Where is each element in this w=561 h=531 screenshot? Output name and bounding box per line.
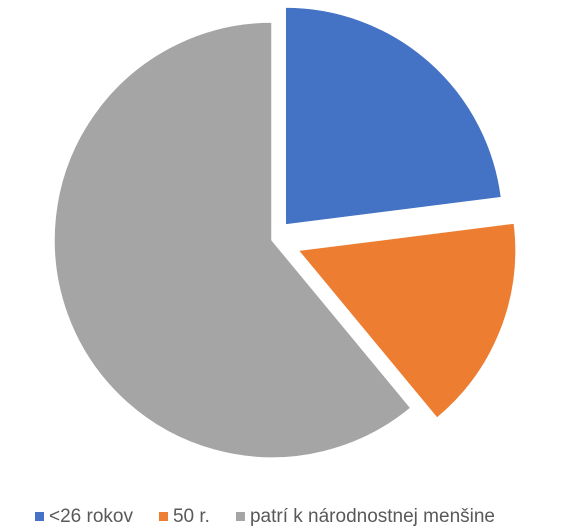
- legend-label-26-rokov: <26 rokov: [49, 506, 133, 527]
- pie-slice-26-rokov: [284, 6, 503, 226]
- legend-item-50-r: 50 r.: [158, 506, 210, 527]
- legend-swatch-26-rokov: [35, 512, 44, 521]
- pie-slice-50-r: [296, 222, 517, 420]
- legend-swatch-50-r: [158, 512, 168, 521]
- pie-slices: [53, 6, 517, 459]
- legend-swatch-patri-k-narodnostnej-mensine: [235, 512, 245, 521]
- legend-label-50-r: 50 r.: [173, 506, 210, 527]
- legend: <26 rokov 50 r. patrí k národnostnej menši…: [35, 506, 495, 527]
- pie-slice-patri-k-narodnostnej-mensine: [53, 21, 413, 459]
- legend-item-26-rokov: <26 rokov: [35, 506, 133, 527]
- legend-label-patri-k-narodnostnej-mensine: patrí k národnostnej menšine: [250, 506, 495, 527]
- legend-item-patri-k-narodnostnej-mensine: patrí k národnostnej menšine: [235, 506, 495, 527]
